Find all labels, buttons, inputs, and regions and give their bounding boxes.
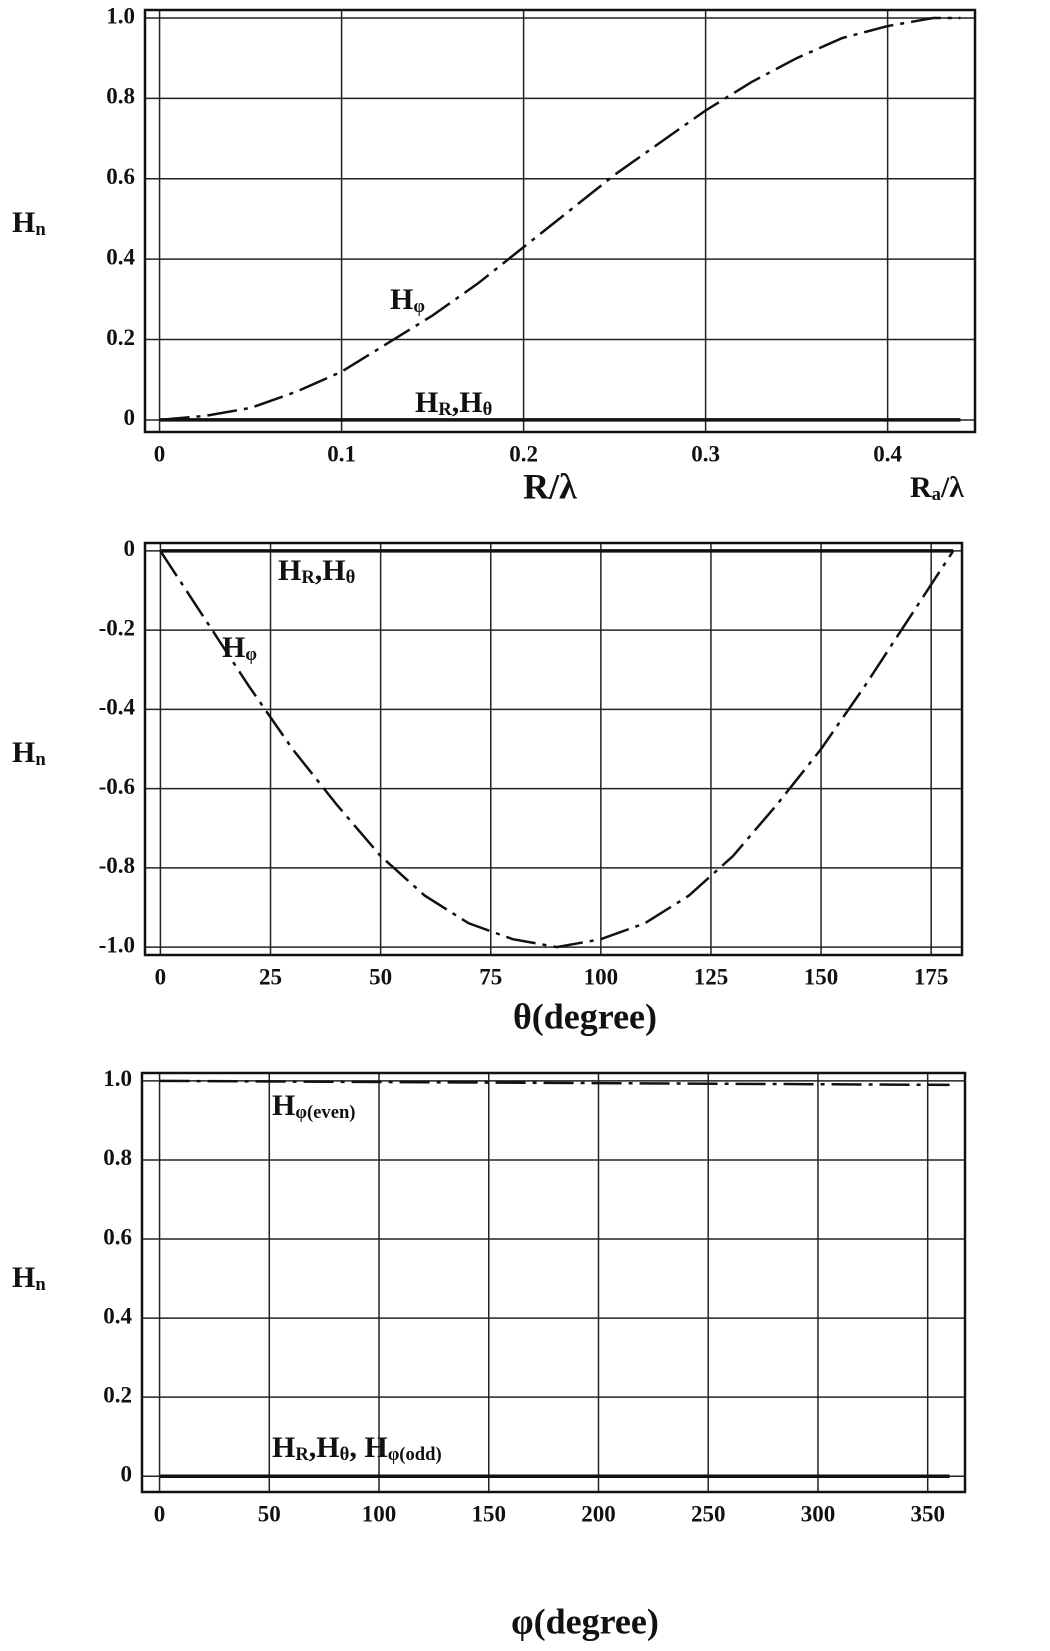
x-axis-label: R/λ: [523, 466, 577, 506]
x-axis-end-label: Ra/λ: [910, 471, 964, 505]
text-part: R: [910, 471, 932, 504]
text-part: H: [12, 1261, 35, 1294]
plot-frame: [145, 10, 975, 432]
x-tick-label: 50: [258, 1501, 281, 1526]
x-axis-label: φ(degree): [511, 1601, 659, 1641]
subscript: R: [301, 567, 315, 588]
text-part: H: [222, 631, 245, 664]
x-tick-label: 200: [581, 1501, 616, 1526]
text-part: H: [12, 736, 35, 769]
y-tick-label: 0.4: [103, 1303, 132, 1328]
y-tick-label: 0.8: [103, 1145, 132, 1170]
x-tick-label: 100: [362, 1501, 397, 1526]
y-tick-label: 0.2: [106, 325, 135, 350]
plot-frame: [145, 543, 962, 955]
y-tick-label: 0.6: [106, 164, 135, 189]
y-tick-label: 1.0: [103, 1066, 132, 1091]
y-tick-label: -0.2: [99, 615, 135, 640]
subscript: φ: [413, 296, 425, 317]
y-tick-label: 0: [124, 405, 136, 430]
series-line: [160, 551, 953, 947]
figure: 00.10.20.30.400.20.40.60.81.0HφHR,HθHnR/…: [0, 0, 1050, 1651]
text-part: H: [415, 386, 438, 419]
subscript: n: [35, 219, 46, 240]
x-tick-label: 0: [155, 964, 167, 989]
x-tick-label: 75: [479, 964, 502, 989]
y-tick-label: -0.6: [99, 774, 135, 799]
text-part: /λ: [940, 471, 964, 504]
x-tick-label: 350: [910, 1501, 945, 1526]
y-axis-label: Hn: [12, 736, 46, 770]
subscript: n: [35, 1274, 46, 1295]
subscript: φ: [245, 644, 257, 665]
x-axis-label: θ(degree): [513, 996, 657, 1036]
x-tick-label: 125: [694, 964, 729, 989]
series-label: Hφ(even): [272, 1089, 355, 1123]
x-tick-label: 0.3: [691, 441, 720, 466]
text-part: ,H: [315, 554, 346, 587]
x-tick-label: 50: [369, 964, 392, 989]
text-part: H: [390, 283, 413, 316]
text-part: H: [278, 554, 301, 587]
subscript: R: [295, 1444, 309, 1465]
y-tick-label: 0.2: [103, 1382, 132, 1407]
series-line: [160, 18, 961, 420]
x-tick-label: 300: [801, 1501, 836, 1526]
series-label: Hφ: [390, 283, 425, 317]
x-tick-label: 25: [259, 964, 282, 989]
subscript: φ(odd): [388, 1444, 442, 1465]
x-tick-label: 0.1: [327, 441, 356, 466]
text-part: H: [272, 1431, 295, 1464]
x-tick-label: 0: [154, 1501, 166, 1526]
series-label: HR,Hθ, Hφ(odd): [272, 1431, 442, 1465]
text-part: H: [272, 1089, 295, 1122]
x-tick-label: 0.2: [509, 441, 538, 466]
subscript: θ: [483, 399, 493, 420]
plot-frame: [142, 1073, 965, 1492]
subscript: θ: [346, 567, 356, 588]
x-tick-label: 0: [154, 441, 166, 466]
y-axis-label: Hn: [12, 1261, 46, 1295]
y-tick-label: 0.4: [106, 244, 135, 269]
text-part: ,H: [309, 1431, 340, 1464]
series-label: Hφ: [222, 631, 257, 665]
y-axis-label: Hn: [12, 206, 46, 240]
subscript: φ(even): [295, 1102, 355, 1123]
series-label: HR,Hθ: [415, 386, 492, 420]
text-part: , H: [349, 1431, 387, 1464]
x-tick-label: 250: [691, 1501, 726, 1526]
subscript: θ: [340, 1444, 350, 1465]
x-tick-label: 175: [914, 964, 949, 989]
y-tick-label: 0.8: [106, 84, 135, 109]
subscript: R: [438, 399, 452, 420]
y-tick-label: -0.4: [99, 695, 136, 720]
text-part: ,H: [452, 386, 483, 419]
y-tick-label: 1.0: [106, 3, 135, 28]
page: 00.10.20.30.400.20.40.60.81.0HφHR,HθHnR/…: [0, 0, 1050, 1651]
y-tick-label: 0: [124, 536, 136, 561]
series-label: HR,Hθ: [278, 554, 355, 588]
x-tick-label: 100: [584, 964, 619, 989]
y-tick-label: -0.8: [99, 853, 135, 878]
y-tick-label: -1.0: [99, 932, 135, 957]
x-tick-label: 150: [804, 964, 839, 989]
subscript: n: [35, 749, 46, 770]
y-tick-label: 0: [121, 1461, 133, 1486]
x-tick-label: 0.4: [873, 441, 902, 466]
y-tick-label: 0.6: [103, 1224, 132, 1249]
x-tick-label: 150: [472, 1501, 507, 1526]
text-part: H: [12, 206, 35, 239]
